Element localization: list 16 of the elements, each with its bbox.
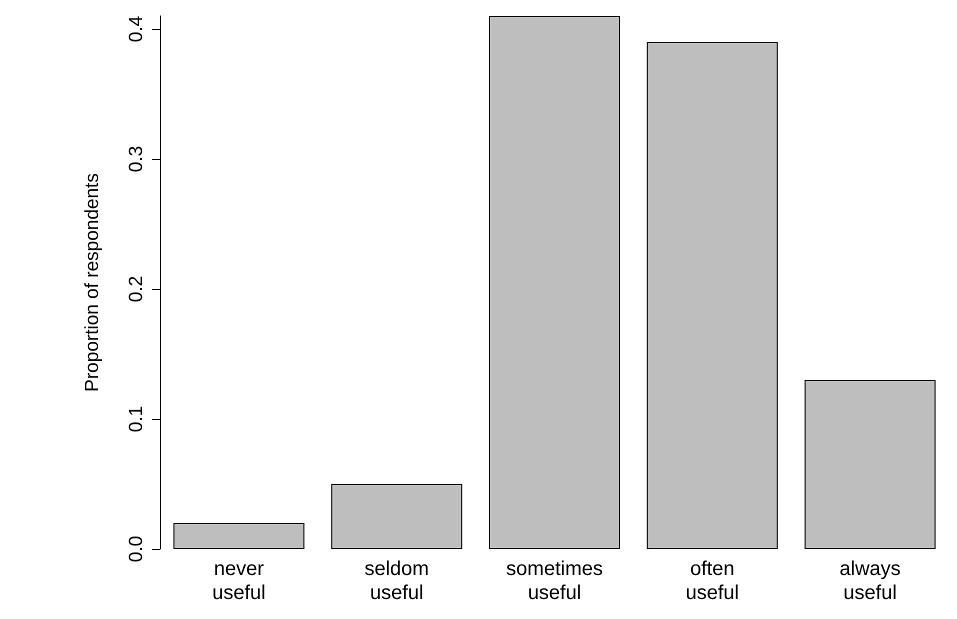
x-tick-label: always useful — [840, 558, 901, 604]
bar — [646, 42, 778, 549]
x-tick-label: sometimes useful — [506, 558, 603, 604]
y-tick-label: 0.1 — [126, 406, 147, 432]
y-tick-label: 0.3 — [126, 146, 147, 172]
x-tick-label: seldom useful — [364, 558, 429, 604]
bar — [173, 523, 304, 549]
y-tick-label: 0.0 — [126, 536, 147, 562]
y-axis-title: Proportion of respondents — [82, 173, 103, 392]
bar — [804, 380, 936, 549]
bar — [331, 484, 462, 549]
bar — [489, 16, 620, 549]
x-tick-label: never useful — [212, 558, 266, 604]
x-tick-label: often useful — [686, 558, 739, 604]
y-tick-label: 0.4 — [126, 15, 147, 42]
y-tick-label: 0.2 — [126, 276, 147, 302]
